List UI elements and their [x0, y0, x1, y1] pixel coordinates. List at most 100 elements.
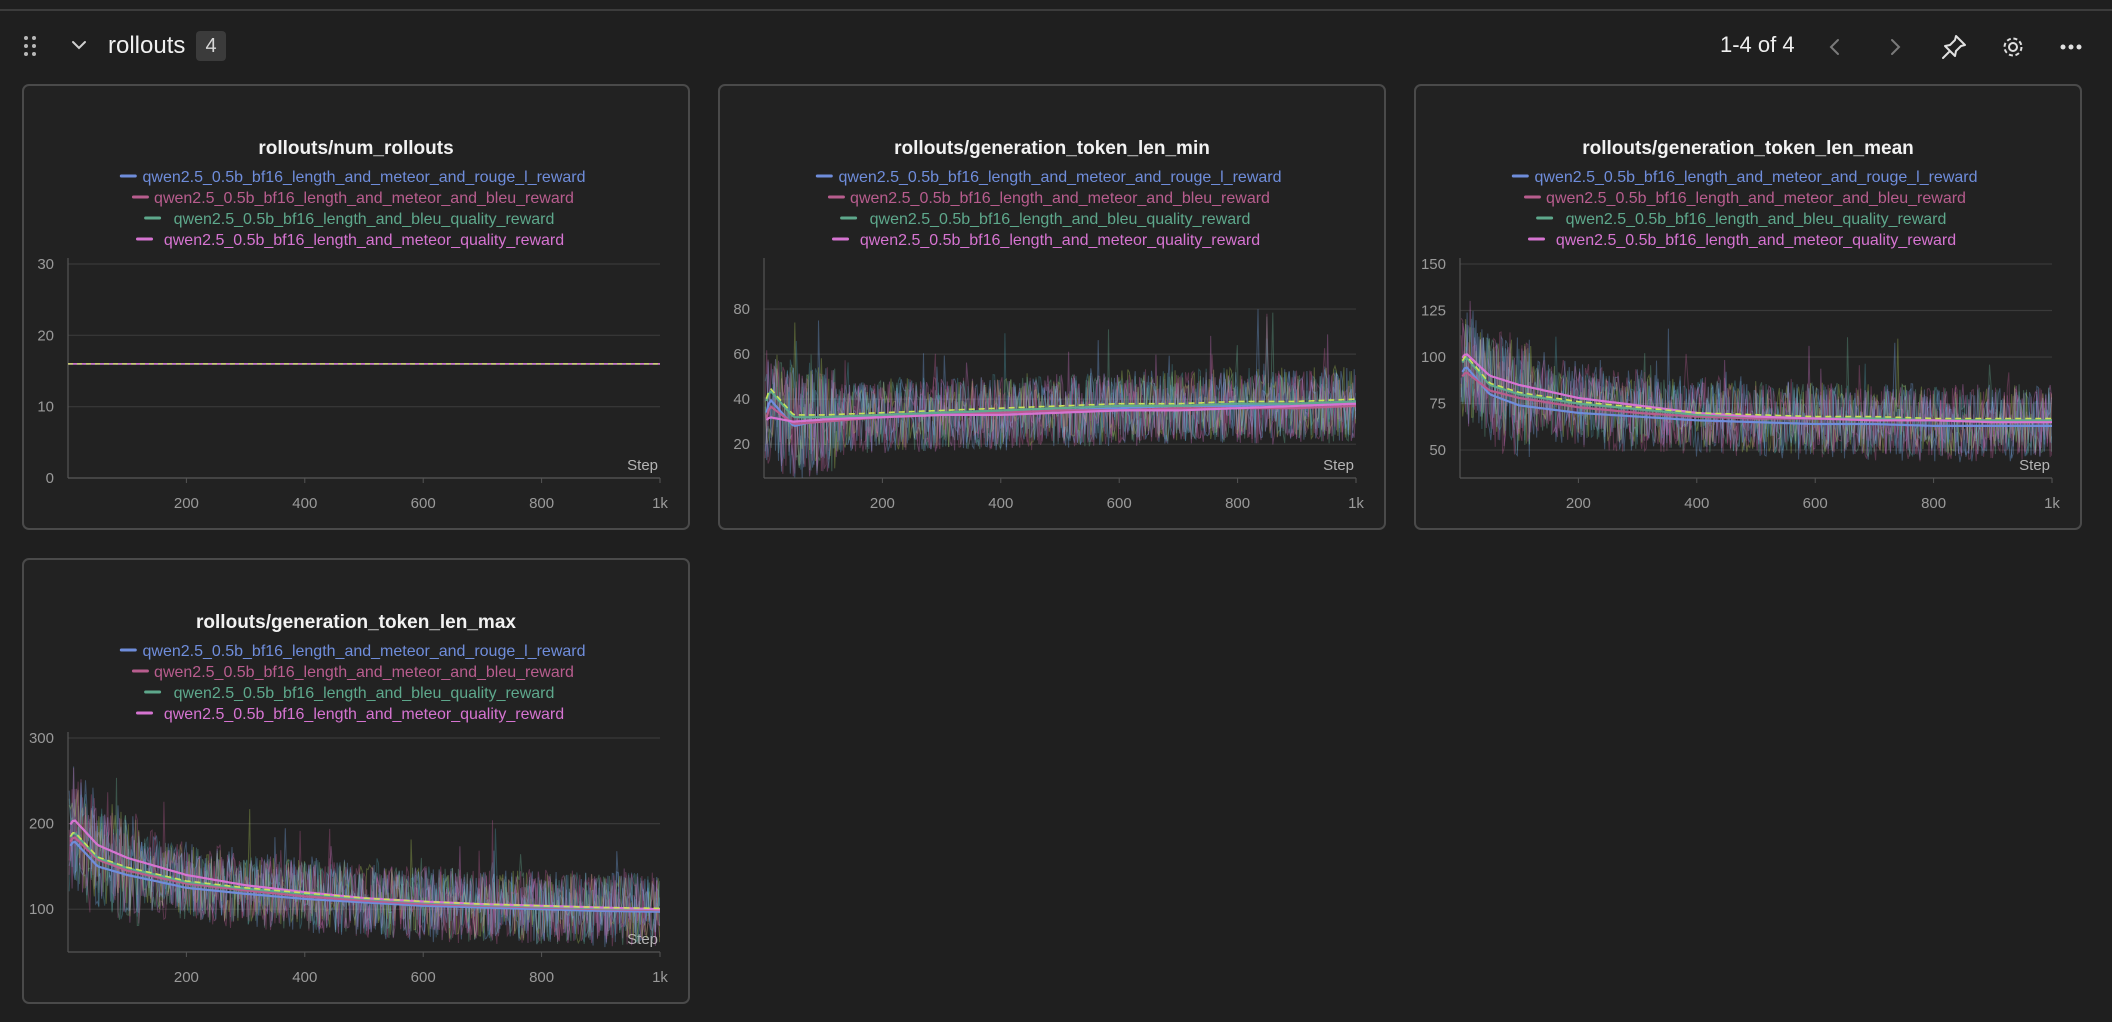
- y-tick-label: 100: [1421, 349, 1446, 366]
- legend-entry: qwen2.5_0.5b_bf16_length_and_bleu_qualit…: [840, 211, 1250, 228]
- gear-icon[interactable]: [1996, 30, 2030, 64]
- y-tick-label: 75: [1429, 396, 1446, 413]
- y-tick-label: 150: [1421, 256, 1446, 273]
- legend-entry: qwen2.5_0.5b_bf16_length_and_bleu_qualit…: [144, 685, 555, 702]
- series-raw-trace: [1460, 337, 2052, 458]
- x-tick-label: 800: [1921, 495, 1946, 512]
- series-raw-trace: [764, 353, 1356, 472]
- y-tick-label: 60: [733, 346, 750, 363]
- x-tick-label: 400: [1684, 495, 1709, 512]
- chart-panel-token-len-min[interactable]: rollouts/generation_token_len_min qwen2.5…: [718, 84, 1386, 530]
- x-tick-label: 400: [292, 969, 317, 986]
- legend-entry: qwen2.5_0.5b_bf16_length_and_meteor_and_…: [1511, 169, 1978, 186]
- legend-label: qwen2.5_0.5b_bf16_length_and_meteor_and_…: [850, 190, 1270, 207]
- series-raw-trace: [1460, 300, 2052, 456]
- series-raw-trace: [1460, 318, 2052, 459]
- legend-label: qwen2.5_0.5b_bf16_length_and_meteor_and_…: [142, 169, 585, 186]
- legend-label: qwen2.5_0.5b_bf16_length_and_meteor_and_…: [154, 190, 574, 207]
- chart-svg: rollouts/num_rollouts qwen2.5_0.5b_bf16_l…: [37, 138, 668, 512]
- legend-entry: qwen2.5_0.5b_bf16_length_and_meteor_qual…: [1528, 232, 1956, 249]
- legend-entry: qwen2.5_0.5b_bf16_length_and_bleu_qualit…: [144, 211, 555, 228]
- more-horizontal-icon[interactable]: [2054, 30, 2088, 64]
- top-divider: [0, 9, 2112, 11]
- legend-entry: qwen2.5_0.5b_bf16_length_and_meteor_and_…: [1523, 190, 1966, 207]
- pin-icon[interactable]: [1937, 30, 1971, 64]
- panel-count-badge: 4: [196, 31, 226, 61]
- legend-label: qwen2.5_0.5b_bf16_length_and_bleu_qualit…: [174, 211, 555, 228]
- chevron-right-icon[interactable]: [1878, 30, 1912, 64]
- series-line: [765, 389, 1356, 419]
- chart-title: rollouts/generation_token_len_max: [196, 612, 516, 633]
- y-tick-label: 20: [733, 436, 750, 453]
- series-raw-trace: [764, 322, 1356, 469]
- pagination-label: 1-4 of 4: [1720, 32, 1795, 57]
- chart-panel-num-rollouts[interactable]: rollouts/num_rollouts qwen2.5_0.5b_bf16_l…: [22, 84, 690, 530]
- legend-label: qwen2.5_0.5b_bf16_length_and_meteor_qual…: [860, 232, 1260, 249]
- series-highlight-line: [765, 388, 1356, 416]
- series-raw-trace: [68, 794, 660, 943]
- series-line: [1461, 366, 2052, 427]
- x-axis-label: Step: [1323, 457, 1354, 474]
- y-tick-label: 300: [29, 730, 54, 747]
- legend-label: qwen2.5_0.5b_bf16_length_and_bleu_qualit…: [174, 685, 555, 702]
- legend-label: qwen2.5_0.5b_bf16_length_and_meteor_and_…: [838, 169, 1281, 186]
- x-tick-label: 600: [411, 495, 436, 512]
- y-tick-label: 80: [733, 301, 750, 318]
- legend-entry: qwen2.5_0.5b_bf16_length_and_meteor_and_…: [815, 169, 1282, 186]
- plot-area: [68, 766, 660, 948]
- series-raw-trace: [1460, 318, 2052, 458]
- legend-label: qwen2.5_0.5b_bf16_length_and_meteor_qual…: [1556, 232, 1956, 249]
- section-header: rollouts 4 1-4 of 4: [0, 24, 2112, 70]
- legend-entry: qwen2.5_0.5b_bf16_length_and_meteor_qual…: [136, 706, 564, 723]
- y-tick-label: 100: [29, 901, 54, 918]
- chevron-left-icon[interactable]: [1818, 30, 1852, 64]
- section-title[interactable]: rollouts: [108, 32, 186, 59]
- chevron-down-icon[interactable]: [68, 34, 90, 56]
- series-highlight-line: [69, 831, 660, 910]
- series-line: [69, 840, 660, 913]
- chart-svg: rollouts/generation_token_len_mean qwen2.…: [1421, 138, 2060, 512]
- x-axis-label: Step: [2019, 457, 2050, 474]
- legend-entry: qwen2.5_0.5b_bf16_length_and_meteor_and_…: [131, 664, 574, 681]
- x-tick-label: 800: [529, 495, 554, 512]
- series-raw-trace: [68, 767, 660, 942]
- legend-label: qwen2.5_0.5b_bf16_length_and_meteor_and_…: [142, 643, 585, 660]
- series-raw-trace: [764, 309, 1356, 478]
- legend-label: qwen2.5_0.5b_bf16_length_and_meteor_and_…: [154, 664, 574, 681]
- legend-entry: qwen2.5_0.5b_bf16_length_and_meteor_qual…: [832, 232, 1260, 249]
- legend-label: qwen2.5_0.5b_bf16_length_and_meteor_and_…: [1546, 190, 1966, 207]
- legend-entry: qwen2.5_0.5b_bf16_length_and_meteor_and_…: [119, 643, 586, 660]
- y-tick-label: 40: [733, 391, 750, 408]
- plot-area: [1460, 300, 2052, 463]
- x-tick-label: 600: [411, 969, 436, 986]
- x-tick-label: 1k: [2044, 495, 2060, 512]
- y-tick-label: 20: [37, 327, 54, 344]
- drag-handle-icon[interactable]: [24, 36, 44, 58]
- x-axis-label: Step: [627, 931, 658, 948]
- chart-title: rollouts/generation_token_len_mean: [1582, 138, 1914, 159]
- series-highlight-line: [1461, 355, 2052, 420]
- x-tick-label: 1k: [652, 969, 668, 986]
- chart-panel-token-len-mean[interactable]: rollouts/generation_token_len_mean qwen2.…: [1414, 84, 2082, 530]
- x-axis-label: Step: [627, 457, 658, 474]
- legend-entry: qwen2.5_0.5b_bf16_length_and_meteor_qual…: [136, 232, 564, 249]
- y-tick-label: 30: [37, 256, 54, 273]
- chart-title: rollouts/num_rollouts: [258, 138, 453, 159]
- series-raw-trace: [764, 313, 1356, 474]
- x-tick-label: 600: [1803, 495, 1828, 512]
- x-tick-label: 200: [174, 495, 199, 512]
- y-tick-label: 125: [1421, 303, 1446, 320]
- series-raw-trace: [1460, 319, 2052, 456]
- legend-entry: qwen2.5_0.5b_bf16_length_and_meteor_and_…: [119, 169, 586, 186]
- series-line: [1461, 353, 2052, 424]
- x-tick-label: 400: [988, 495, 1013, 512]
- y-tick-label: 50: [1429, 442, 1446, 459]
- series-raw-trace: [1460, 310, 2052, 459]
- series-raw-trace: [68, 788, 660, 947]
- x-tick-label: 800: [529, 969, 554, 986]
- legend-label: qwen2.5_0.5b_bf16_length_and_meteor_qual…: [164, 232, 564, 249]
- chart-panel-token-len-max[interactable]: rollouts/generation_token_len_max qwen2.5…: [22, 558, 690, 1004]
- legend-label: qwen2.5_0.5b_bf16_length_and_bleu_qualit…: [1566, 211, 1947, 228]
- series-raw-trace: [764, 350, 1356, 465]
- legend-label: qwen2.5_0.5b_bf16_length_and_meteor_and_…: [1534, 169, 1977, 186]
